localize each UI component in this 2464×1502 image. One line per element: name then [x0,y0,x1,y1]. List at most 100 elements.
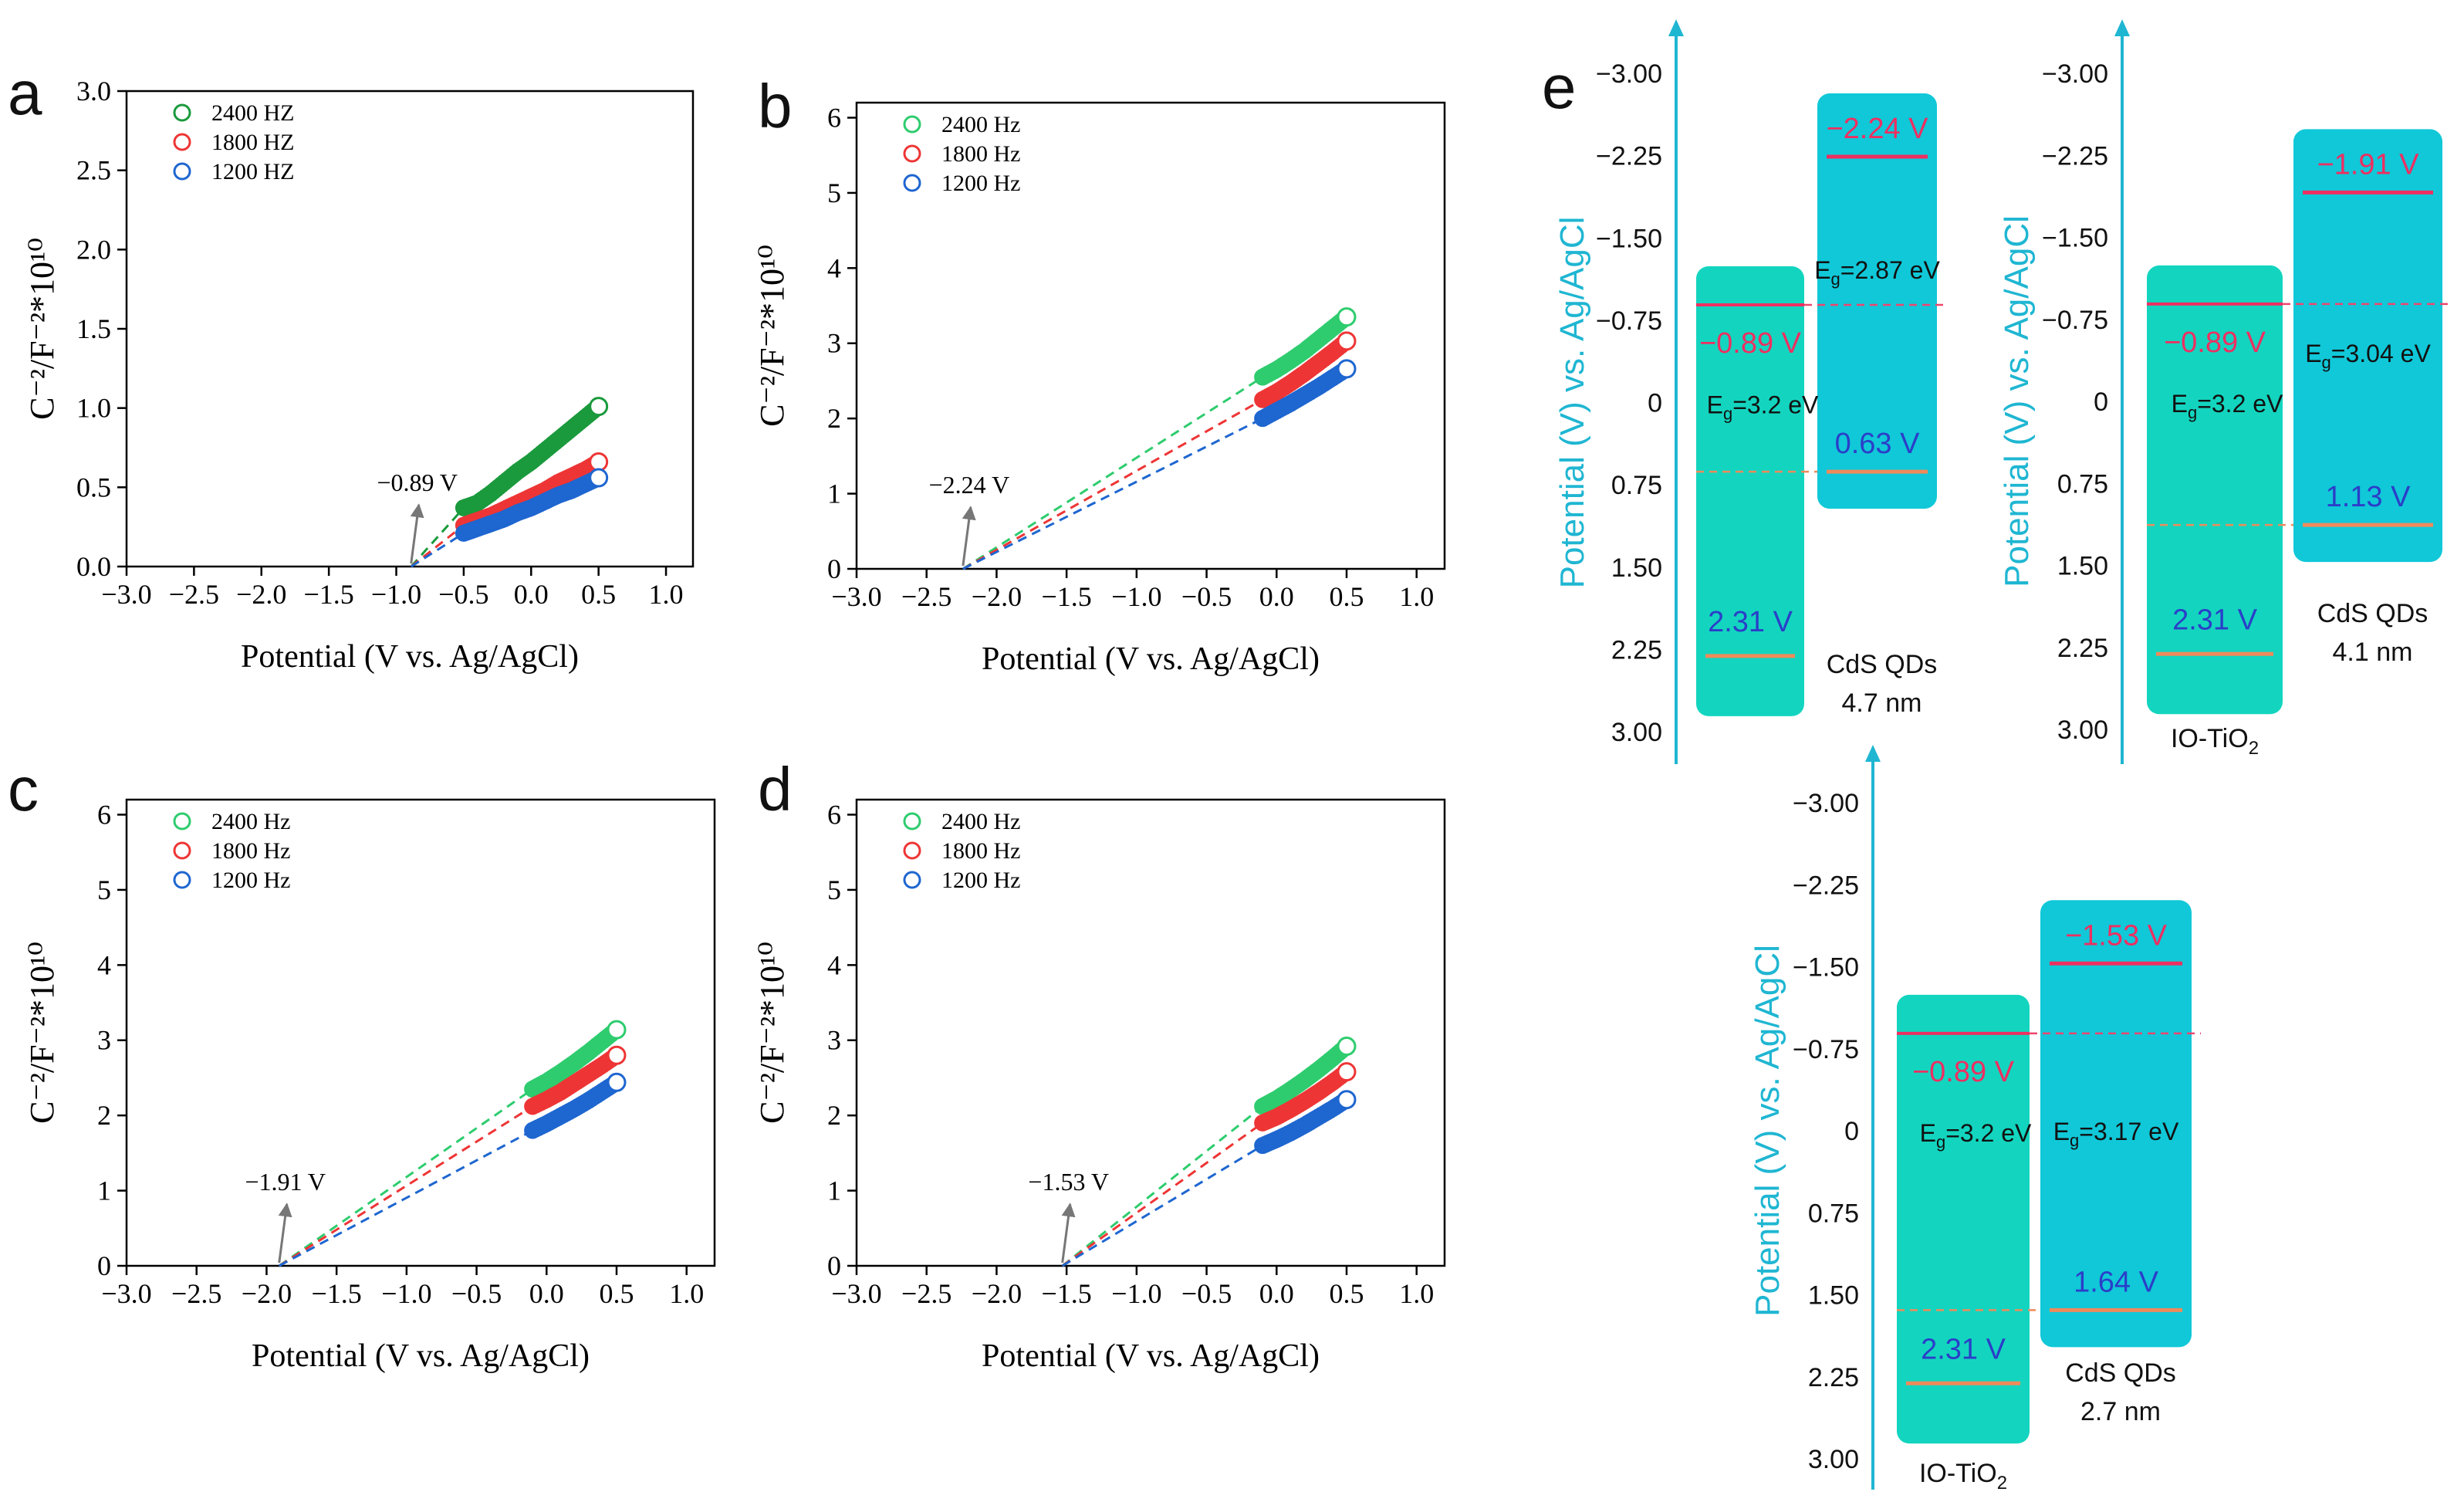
extrapolation-line-2400-hz [410,507,465,568]
x-tick-label: −2.0 [236,579,286,610]
legend-label: 1800 Hz [941,141,1020,167]
legend-label: 2400 Hz [941,809,1020,834]
potential-tick-label: 1.50 [1611,553,1662,583]
tio2-vb-label: 2.31 V [1921,1333,2006,1365]
potential-tick-label: 0.75 [2057,469,2108,499]
y-tick-label: 6 [97,799,111,830]
y-tick-label: 4 [827,949,841,980]
data-point [1337,1062,1357,1082]
x-tick-label: −1.0 [1111,1278,1161,1309]
potential-tick-label: 2.25 [2057,634,2108,663]
tio2-cb-label: −0.89 V [1699,327,1802,360]
intercept-label: −2.24 V [929,471,1010,499]
y-tick-label: 1.0 [76,393,111,424]
potential-tick-label: 2.25 [1611,635,1662,665]
cds-cb-label: −2.24 V [1826,113,1928,145]
extrapolation-line-2400-hz [278,1088,534,1267]
potential-axis-label: Potential (V) vs. Ag/AgCl [1553,217,1591,589]
potential-tick-label: −3.00 [1596,59,1662,89]
panel-label-e: e [1542,52,1577,121]
x-tick-label: 0.0 [514,579,549,610]
legend-label: 1200 Hz [211,868,290,893]
extrapolation-line-1800-hz [278,1105,533,1267]
potential-tick-label: 0 [2094,387,2108,417]
legend-marker [903,841,921,860]
x-tick-label: 0.5 [600,1278,634,1309]
y-axis-label: C⁻²/F⁻²*10¹⁰ [753,245,791,427]
y-tick-label: 4 [97,949,111,980]
x-tick-label: 0.0 [1259,581,1294,612]
x-axis-label: Potential (V vs. Ag/AgCl) [982,641,1320,677]
y-tick-label: 0.5 [76,472,111,502]
panel-label-a: a [8,59,42,127]
tio2-name-label: IO-TiO2 [1919,1459,2007,1494]
cds-size-label: 2.7 nm [2080,1397,2161,1426]
y-tick-label: 1 [827,1176,841,1206]
x-tick-label: −2.5 [169,579,219,610]
potential-tick-label: −2.25 [1793,871,1859,900]
cds-name-label: CdS QDs [2065,1358,2176,1388]
tio2-bandgap-label: Eg=3.2 eV [2172,390,2283,422]
tio2-cb-label: −0.89 V [2164,326,2266,359]
data-point [589,468,609,488]
band-diagram-3: −3.00 −2.25 −1.50 −0.75 0 0.75 1.50 2.25 3.00 Pot… [1749,745,2201,1494]
extrapolation-line-2400-hz [962,376,1263,570]
intercept-arrow [1061,1203,1076,1264]
legend-marker [173,841,191,860]
extrapolation-line-2400-hz [1061,1105,1264,1267]
legend-marker [173,133,191,151]
data-point [1337,331,1357,351]
cds-band-block [1817,93,1937,509]
potential-tick-label: 3.00 [1611,718,1662,747]
legend-label: 1800 HZ [211,130,295,155]
x-tick-label: −0.5 [438,579,488,610]
tio2-bandgap-label: Eg=3.2 eV [1707,391,1819,424]
y-tick-label: 2.5 [76,155,111,186]
potential-tick-label: −3.00 [2042,59,2108,89]
legend-label: 1800 Hz [941,838,1020,864]
x-tick-label: −0.5 [451,1278,502,1309]
intercept-arrow [278,1203,292,1264]
tio2-vb-label: 2.31 V [2172,604,2258,636]
cds-vb-label: 0.63 V [1835,428,1921,460]
y-axis-label: C⁻²/F⁻²*10¹⁰ [23,942,61,1124]
mott-panel-b: −3.0 −2.5 −2.0 −1.5 −1.0 −0.5 0.0 0.5 1.0 0 1 2 3 4 5 6… [753,101,1446,677]
y-tick-label: 0 [827,553,841,584]
data-point [607,1045,627,1065]
x-tick-label: −0.5 [1181,1278,1232,1309]
y-tick-label: 2.0 [76,234,111,265]
potential-tick-label: 1.50 [2057,552,2108,581]
x-axis-label: Potential (V vs. Ag/AgCl) [982,1338,1320,1374]
y-tick-label: 1.5 [76,313,111,344]
x-tick-label: −3.0 [101,1278,151,1309]
potential-tick-label: 1.50 [1808,1281,1859,1311]
x-tick-label: −2.0 [972,1278,1022,1309]
axis-arrow [1668,19,1684,36]
x-tick-label: −1.5 [1041,1278,1091,1309]
intercept-arrow [410,503,424,564]
potential-tick-label: −0.75 [2042,306,2108,335]
potential-tick-label: −0.75 [1793,1035,1859,1064]
data-point [607,1072,627,1092]
x-axis-label: Potential (V vs. Ag/AgCl) [241,639,579,675]
panel-label-d: d [758,755,793,824]
y-tick-label: 2 [97,1100,111,1131]
data-point [607,1020,627,1040]
y-tick-label: 5 [827,178,841,208]
band-diagram-2: −3.00 −2.25 −1.50 −0.75 0 0.75 1.50 2.25 3.00 Pot… [1998,19,2452,764]
tio2-band-block [1897,994,2030,1444]
y-tick-label: 5 [827,874,841,905]
tio2-cb-label: −0.89 V [1912,1056,2015,1088]
legend-label: 1800 Hz [211,838,290,864]
mott-panel-c: −3.0 −2.5 −2.0 −1.5 −1.0 −0.5 0.0 0.5 1.0 0 1 2 3 4 5 6… [23,798,716,1374]
x-tick-label: 1.0 [1399,1278,1434,1309]
cds-name-label: CdS QDs [2317,599,2429,628]
y-tick-label: 6 [827,102,841,133]
y-tick-label: 5 [97,874,111,905]
data-point [1337,359,1357,379]
y-tick-label: 0 [97,1250,111,1281]
intercept-label: −0.89 V [377,469,458,496]
y-tick-label: 3 [827,1025,841,1056]
potential-tick-label: 0 [1648,389,1662,418]
x-tick-label: −1.5 [1041,581,1091,612]
